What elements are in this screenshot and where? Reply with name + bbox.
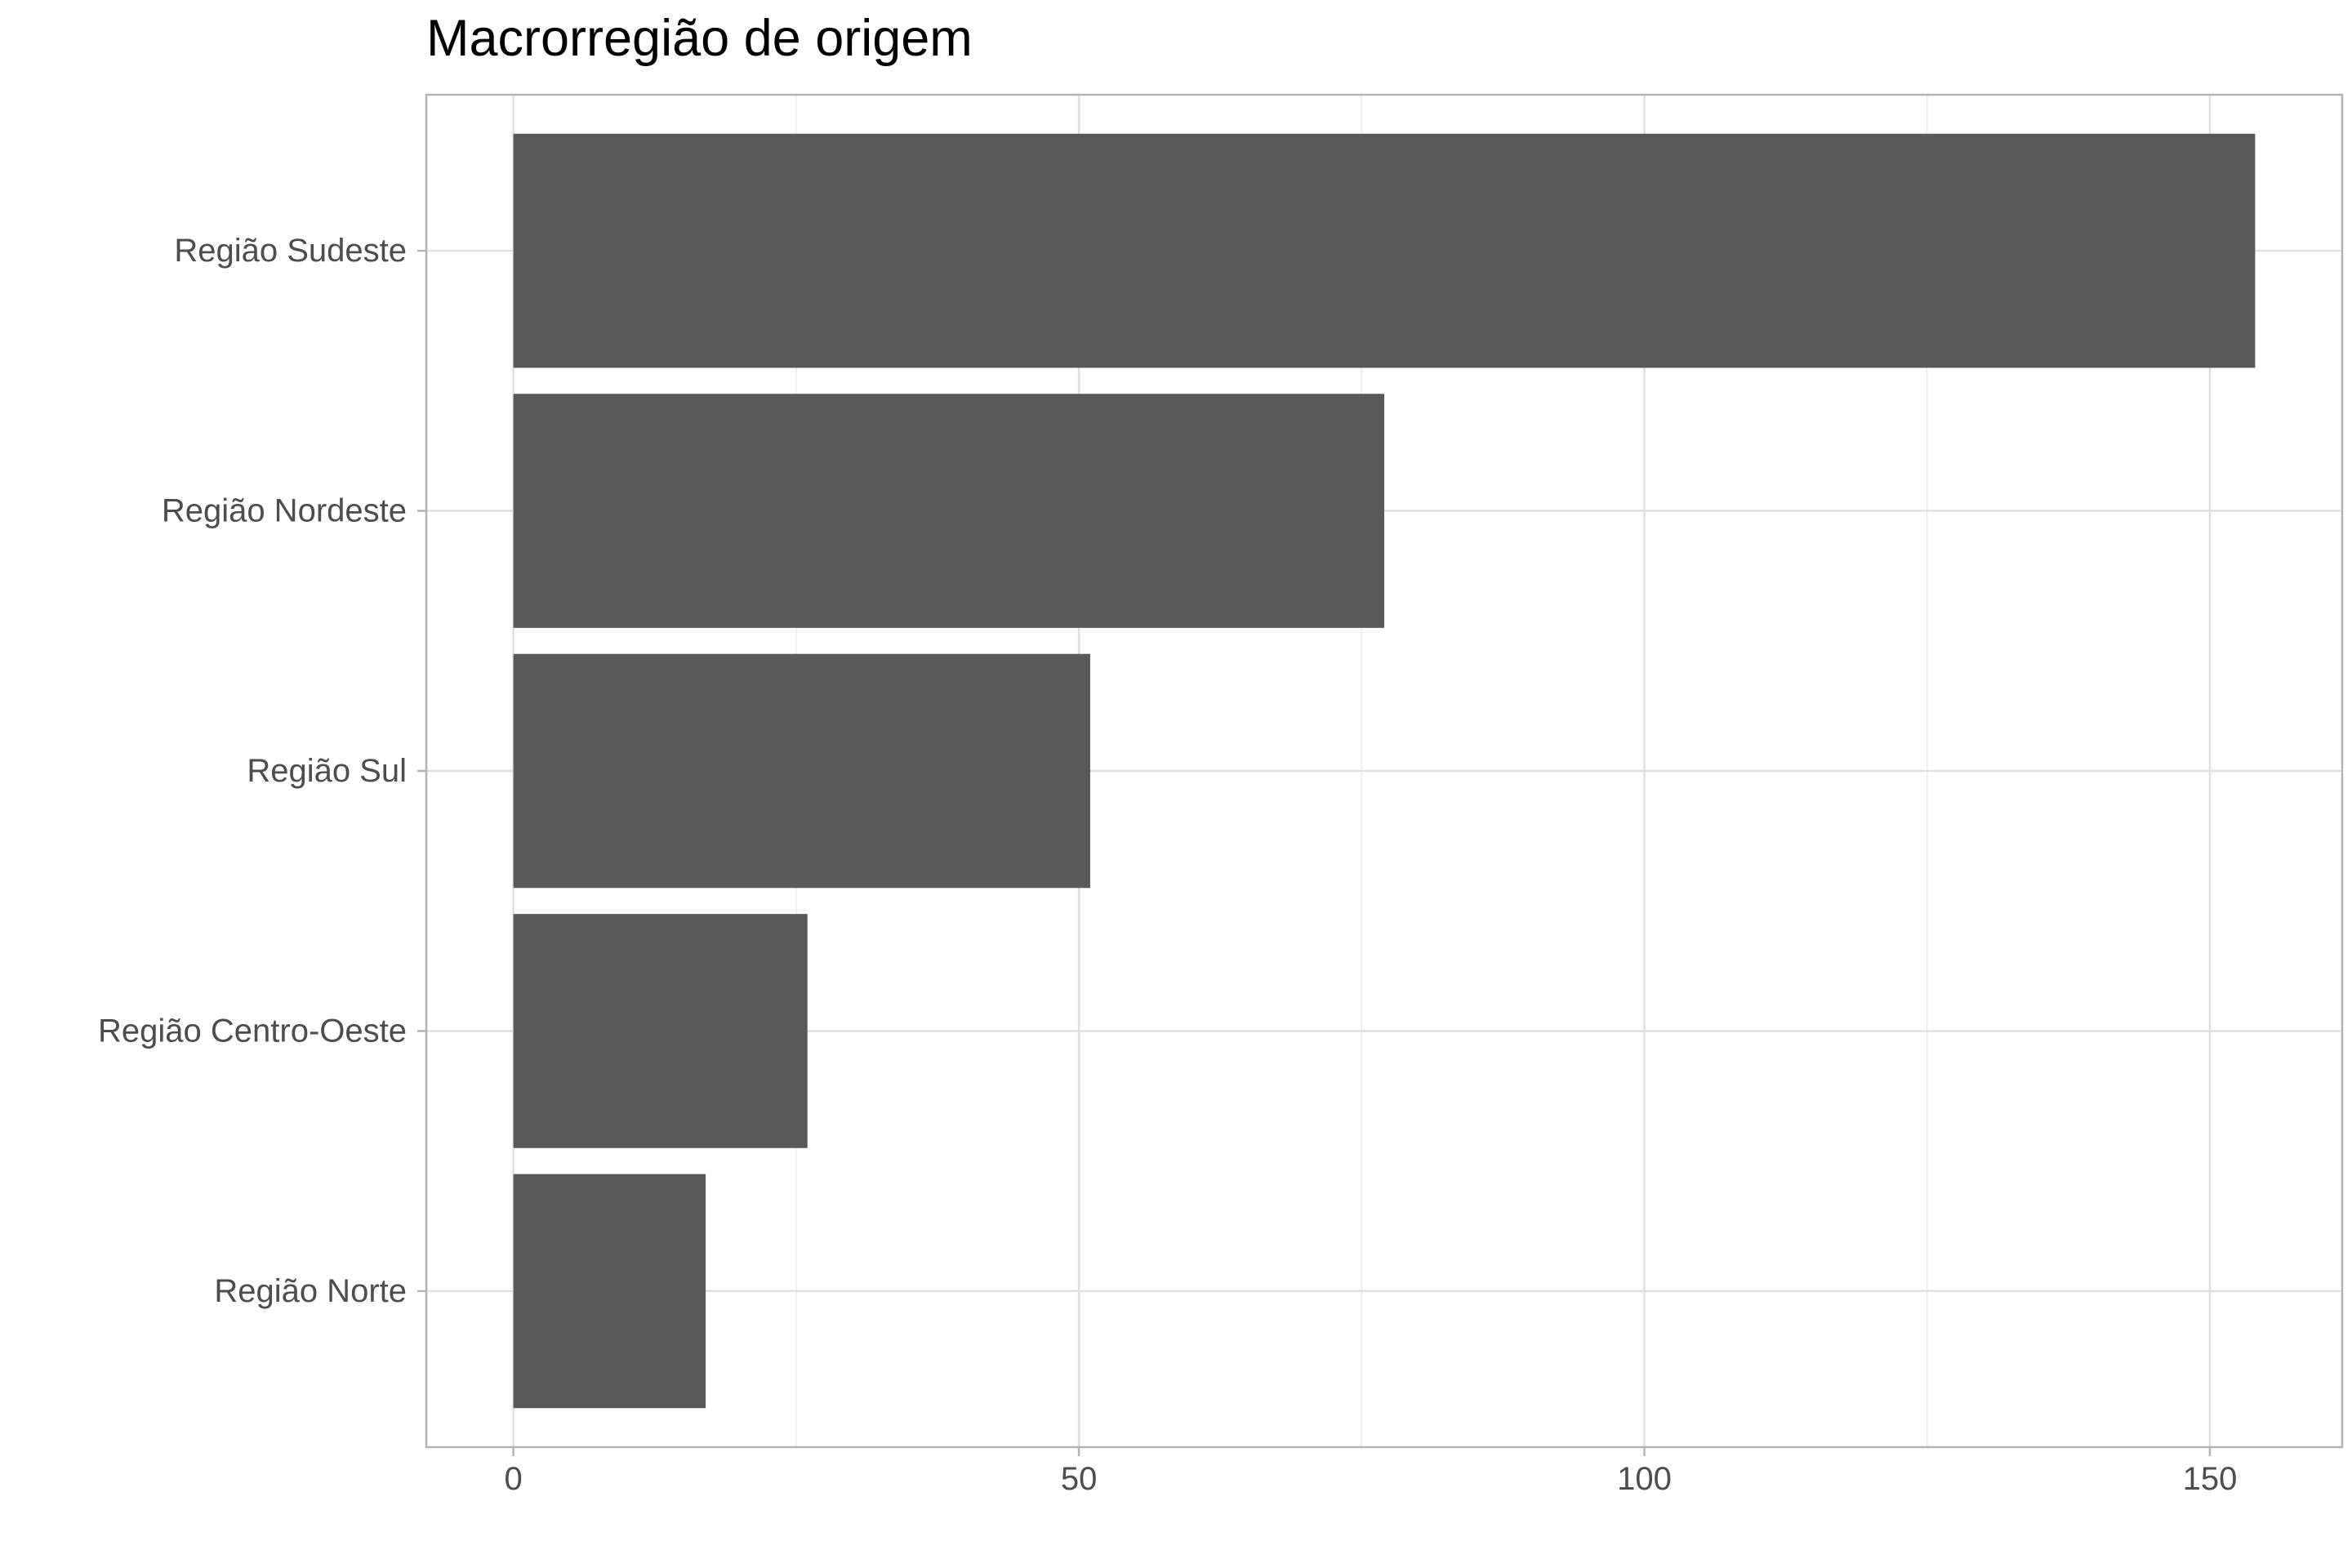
y-tick-label: Região Sudeste	[174, 233, 407, 269]
x-tick-label: 100	[1617, 1461, 1672, 1497]
y-tick-label: Região Nordeste	[162, 493, 407, 529]
bar-regi-o-sul	[513, 653, 1090, 889]
x-tick-label: 150	[2183, 1461, 2238, 1497]
bar-regi-o-sudeste	[513, 133, 2256, 368]
x-tick-label: 0	[505, 1461, 523, 1497]
bar-regi-o-norte	[513, 1174, 706, 1409]
bar-regi-o-centro-oeste	[513, 914, 808, 1148]
y-tick-label: Região Sul	[247, 753, 407, 789]
x-tick-label: 50	[1061, 1461, 1098, 1497]
chart-title: Macrorregião de origem	[426, 10, 973, 67]
y-tick-label: Região Centro-Oeste	[98, 1013, 407, 1049]
bar-regi-o-nordeste	[513, 394, 1384, 628]
y-tick-label: Região Norte	[214, 1273, 407, 1309]
